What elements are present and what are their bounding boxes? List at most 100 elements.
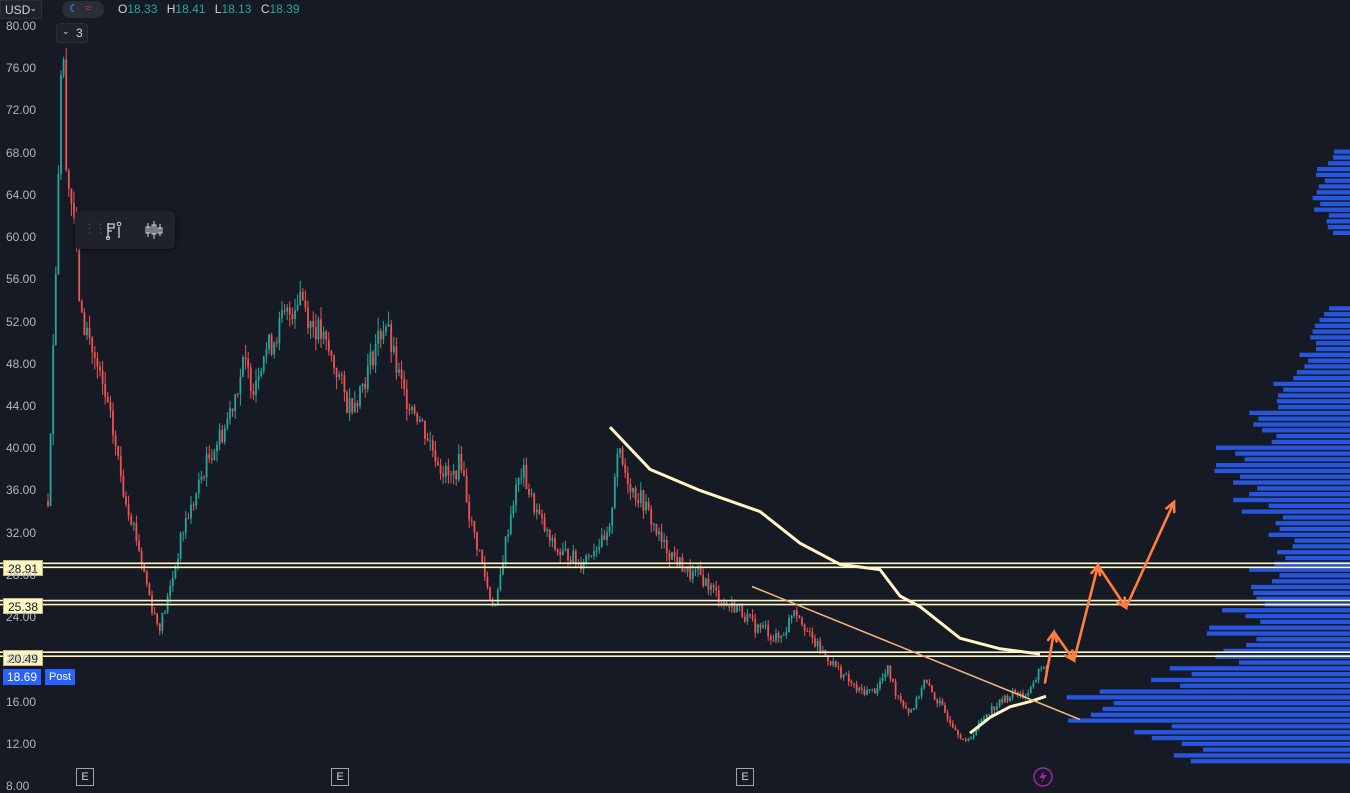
low-key: L	[214, 2, 222, 16]
volume-profile-bar	[1246, 642, 1350, 648]
volume-profile-bar	[1278, 404, 1350, 410]
candle-body	[847, 674, 850, 682]
earnings-marker[interactable]: E	[76, 768, 94, 786]
candle-body	[447, 466, 450, 475]
wave-icon: ≈	[85, 1, 92, 15]
horizontal-levels[interactable]	[0, 562, 1350, 657]
price-axis-label: 80.00	[6, 19, 37, 33]
candle-body	[470, 520, 473, 522]
volume-profile-bar	[1206, 631, 1350, 636]
level-tag-20-49[interactable]: 20.49	[3, 650, 44, 666]
candle-body	[1011, 689, 1014, 698]
candle-body	[1019, 693, 1022, 696]
volume-profile-bar	[1316, 172, 1350, 178]
candle-body	[57, 173, 60, 274]
candle-body	[548, 529, 551, 541]
candle-body	[93, 352, 96, 358]
candle-body	[455, 470, 458, 480]
candle-body	[801, 617, 803, 625]
candle-body	[723, 601, 725, 604]
lightning-event-icon[interactable]	[1032, 767, 1054, 787]
drag-handle-icon[interactable]: ⋮⋮	[83, 221, 107, 236]
candle-body	[938, 700, 941, 704]
drawing-overlays[interactable]	[608, 426, 1176, 735]
currency-selector[interactable]: USD ⌄	[0, 0, 42, 19]
candle-body	[983, 717, 985, 720]
volume-profile-bar	[1278, 393, 1350, 398]
earnings-marker[interactable]: E	[736, 768, 754, 786]
candle-body	[439, 465, 442, 474]
volume-profile-bar	[1253, 590, 1350, 596]
candle-body	[125, 496, 127, 505]
candle-body	[923, 679, 926, 689]
candles-icon[interactable]	[143, 219, 165, 241]
level-tag-25-38[interactable]: 25.38	[3, 598, 44, 614]
candle-body	[910, 709, 913, 713]
candle-body	[894, 681, 897, 696]
flag-pin-icon[interactable]	[102, 219, 124, 241]
level-tag-28-91[interactable]: 28.91	[3, 560, 44, 576]
candle-body	[762, 625, 764, 628]
candle-body	[78, 242, 81, 301]
session-mode-toggle[interactable]: ☾ ≈	[62, 1, 104, 18]
candle-body	[205, 454, 208, 478]
candle-body	[327, 339, 330, 352]
volume-profile-bar	[1296, 370, 1350, 375]
volume-profile-bar	[1316, 341, 1350, 346]
candle-body	[793, 610, 796, 616]
candle-body	[281, 310, 283, 318]
candle-body	[49, 433, 52, 506]
candle-body	[309, 320, 312, 329]
candle-body	[561, 550, 564, 556]
candle-body	[83, 312, 86, 336]
candle-body	[533, 493, 536, 513]
candle-body	[351, 398, 354, 413]
candle-body	[600, 535, 603, 547]
candle-body	[741, 605, 744, 617]
candle-body	[460, 453, 463, 471]
candle-body	[941, 700, 944, 706]
candle-body	[60, 75, 62, 174]
candle-body	[853, 683, 855, 685]
candle-body	[996, 706, 998, 711]
candle-body	[117, 446, 120, 457]
descending-trendline	[751, 585, 1081, 721]
volume-profile-bar	[1249, 410, 1350, 416]
candle-body	[658, 531, 660, 535]
volume-profile-bar	[1151, 677, 1350, 683]
candle-body	[348, 398, 351, 414]
price-axis-label: 28.00	[6, 567, 37, 582]
candle-body	[959, 735, 962, 740]
volume-profile-bar	[1090, 712, 1350, 717]
projection-path-segment	[1096, 564, 1128, 609]
candle-body	[465, 475, 468, 502]
high-value: 18.41	[175, 2, 206, 16]
candle-body	[405, 389, 408, 409]
volume-profile-bar	[1326, 219, 1350, 224]
candle-body	[1029, 687, 1032, 694]
indicators-collapse-button[interactable]: ⌄ 3	[56, 23, 88, 43]
candle-body	[1003, 695, 1006, 703]
indicator-count: 3	[76, 26, 83, 40]
candle-body	[702, 575, 705, 587]
earnings-marker[interactable]: E	[331, 768, 349, 786]
volume-profile-bar	[1249, 492, 1350, 497]
candle-body	[626, 472, 629, 485]
candle-body	[788, 618, 790, 633]
candle-body	[421, 419, 424, 422]
candle-body	[335, 367, 338, 378]
candle-body	[192, 504, 195, 506]
candle-body	[145, 571, 148, 585]
candle-body	[871, 688, 874, 690]
volume-profile-bar	[1318, 184, 1350, 189]
floating-toolbar[interactable]: ⋮⋮	[75, 211, 175, 249]
candle-body	[242, 357, 244, 378]
candle-body	[140, 550, 143, 564]
volume-profile-bar	[1066, 695, 1350, 700]
volume-profile-bar	[1151, 735, 1350, 741]
candle-body	[756, 624, 759, 633]
candle-body	[616, 453, 619, 478]
candle-body	[535, 509, 538, 513]
candle-body	[704, 578, 707, 587]
